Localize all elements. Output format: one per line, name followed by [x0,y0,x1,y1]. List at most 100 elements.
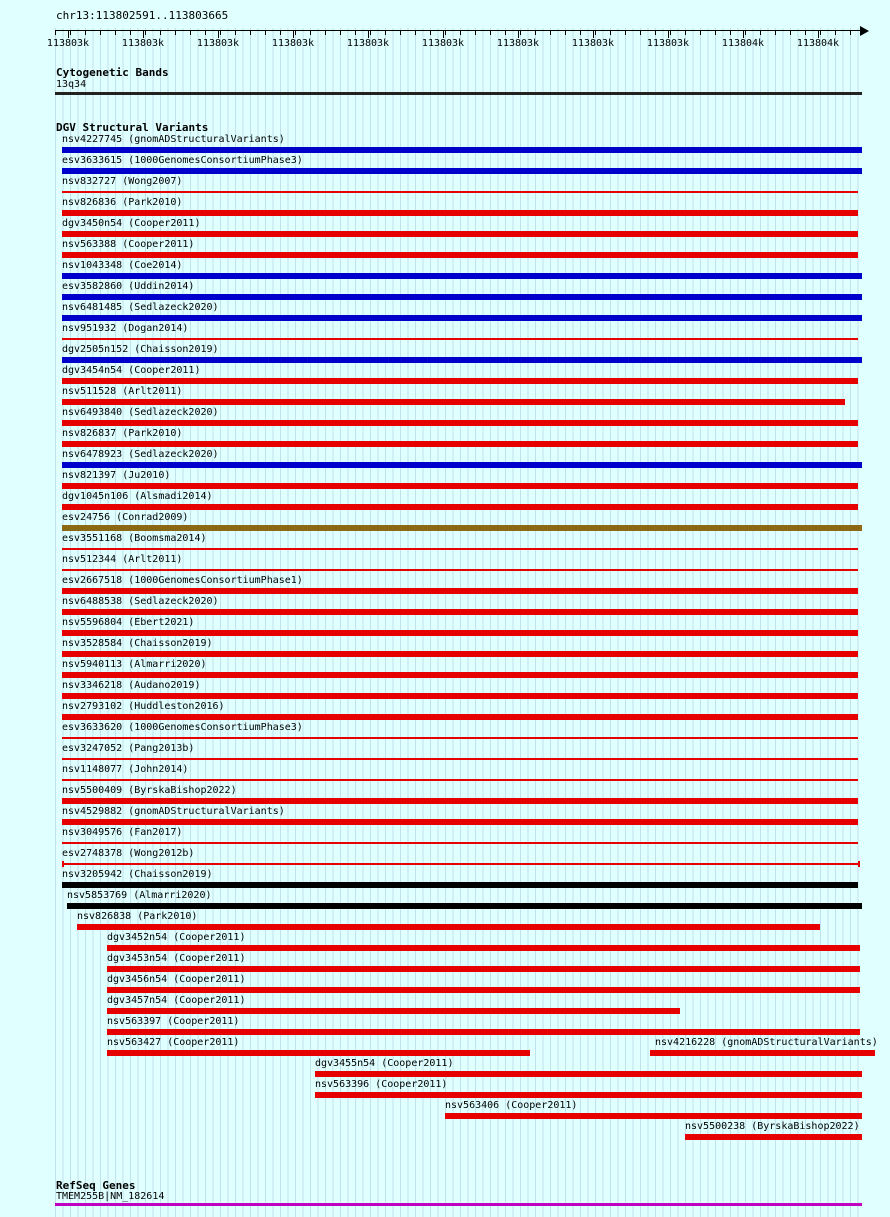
variant-label[interactable]: nsv6481485 (Sedlazeck2020) [62,302,219,313]
variant-bar[interactable] [107,945,860,951]
variant-bar[interactable] [62,168,862,174]
variant-label[interactable]: nsv826838 (Park2010) [77,911,198,922]
variant-label[interactable]: esv3551168 (Boomsma2014) [62,533,207,544]
variant-label[interactable]: nsv1043348 (Coe2014) [62,260,183,271]
variant-label[interactable]: esv2748378 (Wong2012b) [62,848,195,859]
variant-bar[interactable] [107,1029,860,1035]
variant-label[interactable]: dgv2505n152 (Chaisson2019) [62,344,219,355]
variant-bar[interactable] [62,147,862,153]
variant-bar[interactable] [62,252,858,258]
refseq-gene-label[interactable]: TMEM255B|NM_182614 [56,1191,165,1202]
variant-bar[interactable] [62,863,860,865]
variant-bar[interactable] [62,569,858,571]
variant-bar[interactable] [315,1071,862,1077]
variant-label[interactable]: esv3633620 (1000GenomesConsortiumPhase3) [62,722,303,733]
variant-bar[interactable] [62,819,858,825]
variant-bar[interactable] [62,609,858,615]
variant-bar[interactable] [650,1050,875,1056]
variant-bar[interactable] [62,548,858,550]
variant-bar[interactable] [62,737,858,739]
variant-label[interactable]: nsv563427 (Cooper2011) [107,1037,240,1048]
variant-bar[interactable] [107,1008,680,1014]
variant-label[interactable]: nsv563406 (Cooper2011) [445,1100,578,1111]
variant-label[interactable]: nsv6493840 (Sedlazeck2020) [62,407,219,418]
variant-bar[interactable] [62,630,858,636]
variant-label[interactable]: nsv5596804 (Ebert2021) [62,617,195,628]
variant-bar[interactable] [62,483,858,489]
variant-label[interactable]: esv3633615 (1000GenomesConsortiumPhase3) [62,155,303,166]
variant-label[interactable]: nsv6488538 (Sedlazeck2020) [62,596,219,607]
variant-bar[interactable] [62,714,858,720]
variant-label[interactable]: dgv3452n54 (Cooper2011) [107,932,246,943]
variant-label[interactable]: nsv5500409 (ByrskaBishop2022) [62,785,237,796]
variant-label[interactable]: nsv4216228 (gnomADStructuralVariants) [655,1037,878,1048]
variant-label[interactable]: nsv826837 (Park2010) [62,428,183,439]
variant-label[interactable]: esv2667518 (1000GenomesConsortiumPhase1) [62,575,303,586]
variant-bar[interactable] [62,651,858,657]
variant-label[interactable]: nsv4529882 (gnomADStructuralVariants) [62,806,285,817]
variant-bar[interactable] [62,462,862,468]
variant-label[interactable]: nsv563396 (Cooper2011) [315,1079,448,1090]
variant-bar[interactable] [62,779,858,781]
variant-label[interactable]: dgv3457n54 (Cooper2011) [107,995,246,1006]
variant-bar[interactable] [62,210,858,216]
variant-label[interactable]: nsv6478923 (Sedlazeck2020) [62,449,219,460]
variant-bar[interactable] [62,525,862,531]
variant-label[interactable]: dgv3456n54 (Cooper2011) [107,974,246,985]
variant-bar[interactable] [62,758,858,760]
variant-label[interactable]: dgv3455n54 (Cooper2011) [315,1058,454,1069]
variant-label[interactable]: nsv3205942 (Chaisson2019) [62,869,213,880]
cytoband-bar[interactable] [55,92,862,95]
variant-bar[interactable] [62,231,858,237]
variant-label[interactable]: nsv5940113 (Almarri2020) [62,659,207,670]
variant-bar[interactable] [107,966,860,972]
variant-label[interactable]: nsv5853769 (Almarri2020) [67,890,212,901]
variant-label[interactable]: dgv3454n54 (Cooper2011) [62,365,201,376]
variant-bar[interactable] [77,924,820,930]
variant-label[interactable]: nsv3528584 (Chaisson2019) [62,638,213,649]
variant-label[interactable]: nsv4227745 (gnomADStructuralVariants) [62,134,285,145]
variant-bar[interactable] [107,987,860,993]
variant-bar[interactable] [62,882,858,888]
variant-label[interactable]: nsv826836 (Park2010) [62,197,183,208]
variant-label[interactable]: nsv512344 (Arlt2011) [62,554,183,565]
variant-bar[interactable] [62,273,862,279]
variant-bar[interactable] [685,1134,862,1140]
variant-bar[interactable] [62,399,845,405]
variant-label[interactable]: esv3582860 (Uddin2014) [62,281,195,292]
variant-label[interactable]: dgv3450n54 (Cooper2011) [62,218,201,229]
variant-label[interactable]: nsv563397 (Cooper2011) [107,1016,240,1027]
refseq-gene-glyph[interactable] [55,1203,862,1206]
variant-bar[interactable] [62,798,858,804]
variant-bar[interactable] [62,338,858,340]
variant-bar[interactable] [107,1050,530,1056]
variant-bar[interactable] [62,315,862,321]
variant-label[interactable]: nsv832727 (Wong2007) [62,176,183,187]
variant-label[interactable]: nsv2793102 (Huddleston2016) [62,701,225,712]
variant-bar[interactable] [62,191,858,193]
variant-label[interactable]: nsv951932 (Dogan2014) [62,323,189,334]
variant-label[interactable]: esv3247052 (Pang2013b) [62,743,195,754]
variant-label[interactable]: nsv3346218 (Audano2019) [62,680,201,691]
variant-label[interactable]: nsv1148077 (John2014) [62,764,189,775]
variant-bar[interactable] [62,672,858,678]
variant-label[interactable]: nsv563388 (Cooper2011) [62,239,195,250]
variant-bar[interactable] [67,903,862,909]
variant-bar[interactable] [62,842,858,844]
variant-label[interactable]: dgv1045n106 (Alsmadi2014) [62,491,213,502]
variant-bar[interactable] [62,693,858,699]
variant-label[interactable]: nsv3049576 (Fan2017) [62,827,183,838]
variant-bar[interactable] [315,1092,862,1098]
variant-label[interactable]: nsv821397 (Ju2010) [62,470,171,481]
variant-label[interactable]: nsv5500238 (ByrskaBishop2022) [685,1121,860,1132]
variant-label[interactable]: nsv511528 (Arlt2011) [62,386,183,397]
cytoband-label[interactable]: 13q34 [56,79,87,90]
variant-bar[interactable] [62,294,862,300]
variant-bar[interactable] [62,378,858,384]
variant-bar[interactable] [62,441,858,447]
variant-bar[interactable] [445,1113,862,1119]
variant-label[interactable]: esv24756 (Conrad2009) [62,512,189,523]
variant-bar[interactable] [62,504,858,510]
variant-bar[interactable] [62,357,862,363]
variant-label[interactable]: dgv3453n54 (Cooper2011) [107,953,246,964]
